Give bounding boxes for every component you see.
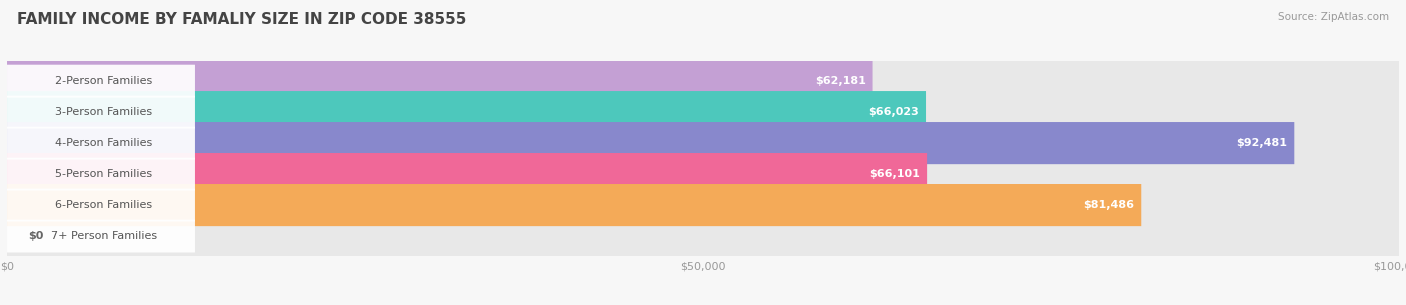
Text: FAMILY INCOME BY FAMALIY SIZE IN ZIP CODE 38555: FAMILY INCOME BY FAMALIY SIZE IN ZIP COD… (17, 12, 467, 27)
Text: 6-Person Families: 6-Person Families (55, 200, 152, 210)
Text: $66,023: $66,023 (869, 107, 920, 117)
Text: 4-Person Families: 4-Person Families (55, 138, 152, 148)
FancyBboxPatch shape (7, 122, 1399, 164)
FancyBboxPatch shape (7, 158, 195, 191)
Text: 3-Person Families: 3-Person Families (55, 107, 152, 117)
Text: Source: ZipAtlas.com: Source: ZipAtlas.com (1278, 12, 1389, 22)
FancyBboxPatch shape (7, 122, 1295, 164)
FancyBboxPatch shape (7, 127, 195, 160)
FancyBboxPatch shape (7, 184, 1399, 226)
FancyBboxPatch shape (7, 91, 1399, 133)
FancyBboxPatch shape (7, 215, 1399, 257)
Text: 2-Person Families: 2-Person Families (55, 76, 152, 86)
Text: $0: $0 (28, 231, 44, 241)
Text: $92,481: $92,481 (1236, 138, 1288, 148)
FancyBboxPatch shape (7, 220, 195, 253)
FancyBboxPatch shape (7, 184, 1142, 226)
FancyBboxPatch shape (7, 65, 195, 98)
FancyBboxPatch shape (7, 96, 195, 129)
FancyBboxPatch shape (7, 60, 873, 102)
FancyBboxPatch shape (7, 60, 1399, 102)
Text: $81,486: $81,486 (1083, 200, 1135, 210)
FancyBboxPatch shape (7, 91, 927, 133)
FancyBboxPatch shape (7, 153, 927, 195)
Text: 5-Person Families: 5-Person Families (55, 169, 152, 179)
FancyBboxPatch shape (7, 153, 1399, 195)
Text: 7+ Person Families: 7+ Person Families (51, 231, 157, 241)
Text: $66,101: $66,101 (869, 169, 920, 179)
Text: $62,181: $62,181 (814, 76, 866, 86)
FancyBboxPatch shape (7, 188, 195, 221)
